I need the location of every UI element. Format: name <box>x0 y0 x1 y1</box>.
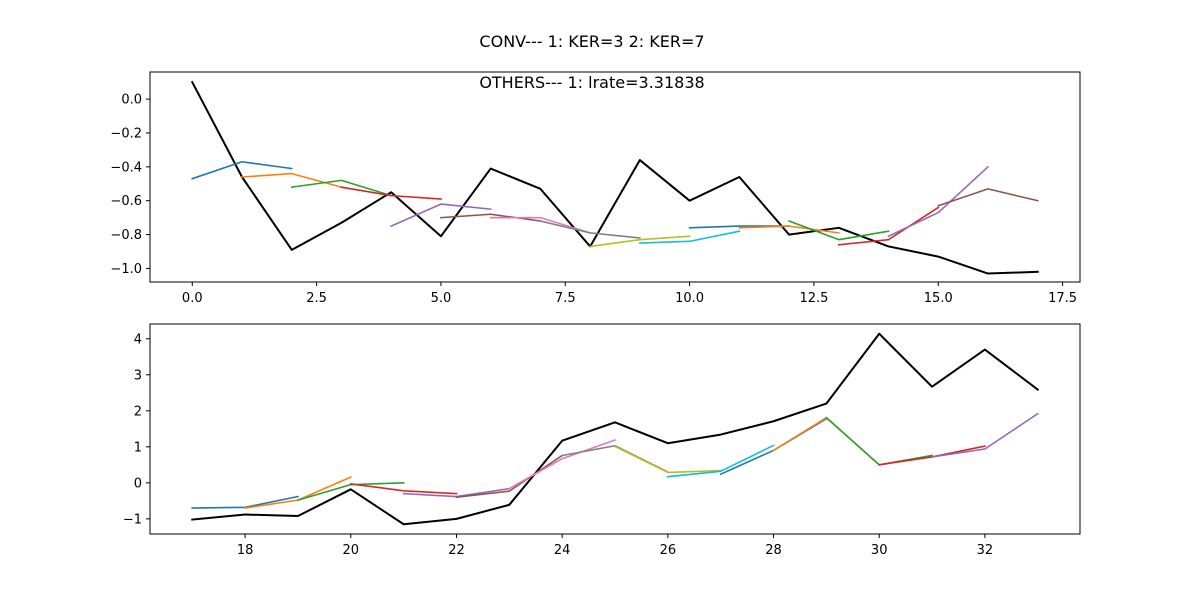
series-line-main <box>191 332 1040 526</box>
series-line-13 <box>788 220 890 241</box>
series-line-4 <box>340 186 442 200</box>
subplot-title: OTHERS--- 1: lrate=3.31838 <box>479 73 704 92</box>
series-line-16 <box>937 188 1039 207</box>
x-tick-label: 17.5 <box>1048 291 1077 306</box>
series-line-10 <box>639 230 741 244</box>
series-line-10 <box>666 444 775 478</box>
x-tick-label: 0.0 <box>182 291 203 306</box>
series-line-14 <box>837 206 940 246</box>
y-tick-label: −0.6 <box>110 194 142 209</box>
x-tick-label: 22 <box>448 543 465 558</box>
figure-suptitle: CONV--- 1: KER=3 2: KER=7 <box>479 32 704 51</box>
x-tick-label: 26 <box>660 543 677 558</box>
x-tick-label: 7.5 <box>555 291 576 306</box>
series-line-5 <box>390 203 492 228</box>
series-line-9 <box>613 445 722 474</box>
series-line-7 <box>508 438 617 490</box>
y-tick-label: −0.4 <box>110 160 142 175</box>
x-tick-label: 32 <box>977 543 994 558</box>
axes-frame <box>149 323 1081 535</box>
series-line-9 <box>589 235 691 248</box>
series-group <box>190 80 1039 275</box>
x-tick-label: 30 <box>871 543 888 558</box>
x-tick-label: 10.0 <box>675 291 704 306</box>
x-tick-label: 5.0 <box>431 291 452 306</box>
x-tick-label: 12.5 <box>799 291 828 306</box>
series-line-7 <box>489 216 592 234</box>
series-line-15 <box>887 165 990 238</box>
y-tick-label: 0 <box>134 476 142 491</box>
x-tick-label: 28 <box>765 543 782 558</box>
axes-frame <box>149 71 1081 283</box>
x-tick-label: 20 <box>343 543 360 558</box>
series-line-4 <box>349 483 458 495</box>
y-tick-label: 1 <box>134 440 142 455</box>
series-line-1 <box>191 160 293 180</box>
y-tick-label: −1 <box>123 512 142 527</box>
y-tick-label: 0.0 <box>121 93 142 108</box>
y-tick-label: 4 <box>134 332 142 347</box>
x-tick-label: 24 <box>554 543 571 558</box>
y-tick-label: −0.8 <box>110 228 142 243</box>
x-tick-label: 2.5 <box>306 291 327 306</box>
series-line-6 <box>440 213 542 222</box>
series-line-12 <box>738 225 840 234</box>
series-group <box>191 332 1040 526</box>
series-line-6 <box>455 454 564 499</box>
x-tick-label: 15.0 <box>924 291 953 306</box>
series-line-3 <box>290 179 393 197</box>
series-line-main <box>190 80 1039 275</box>
y-tick-label: −1.0 <box>110 262 142 277</box>
y-tick-label: 2 <box>134 404 142 419</box>
series-line-8 <box>539 220 641 239</box>
y-tick-label: −0.2 <box>110 126 142 141</box>
top-subplot: 0.0 2.5 5.0 7.5 10.0 12.5 15.0 17.5 0.0 −0.2 −0.4 −… <box>110 71 1081 306</box>
y-tick-label: 3 <box>134 368 142 383</box>
x-tick-label: 18 <box>237 543 254 558</box>
series-line-15 <box>931 412 1039 458</box>
